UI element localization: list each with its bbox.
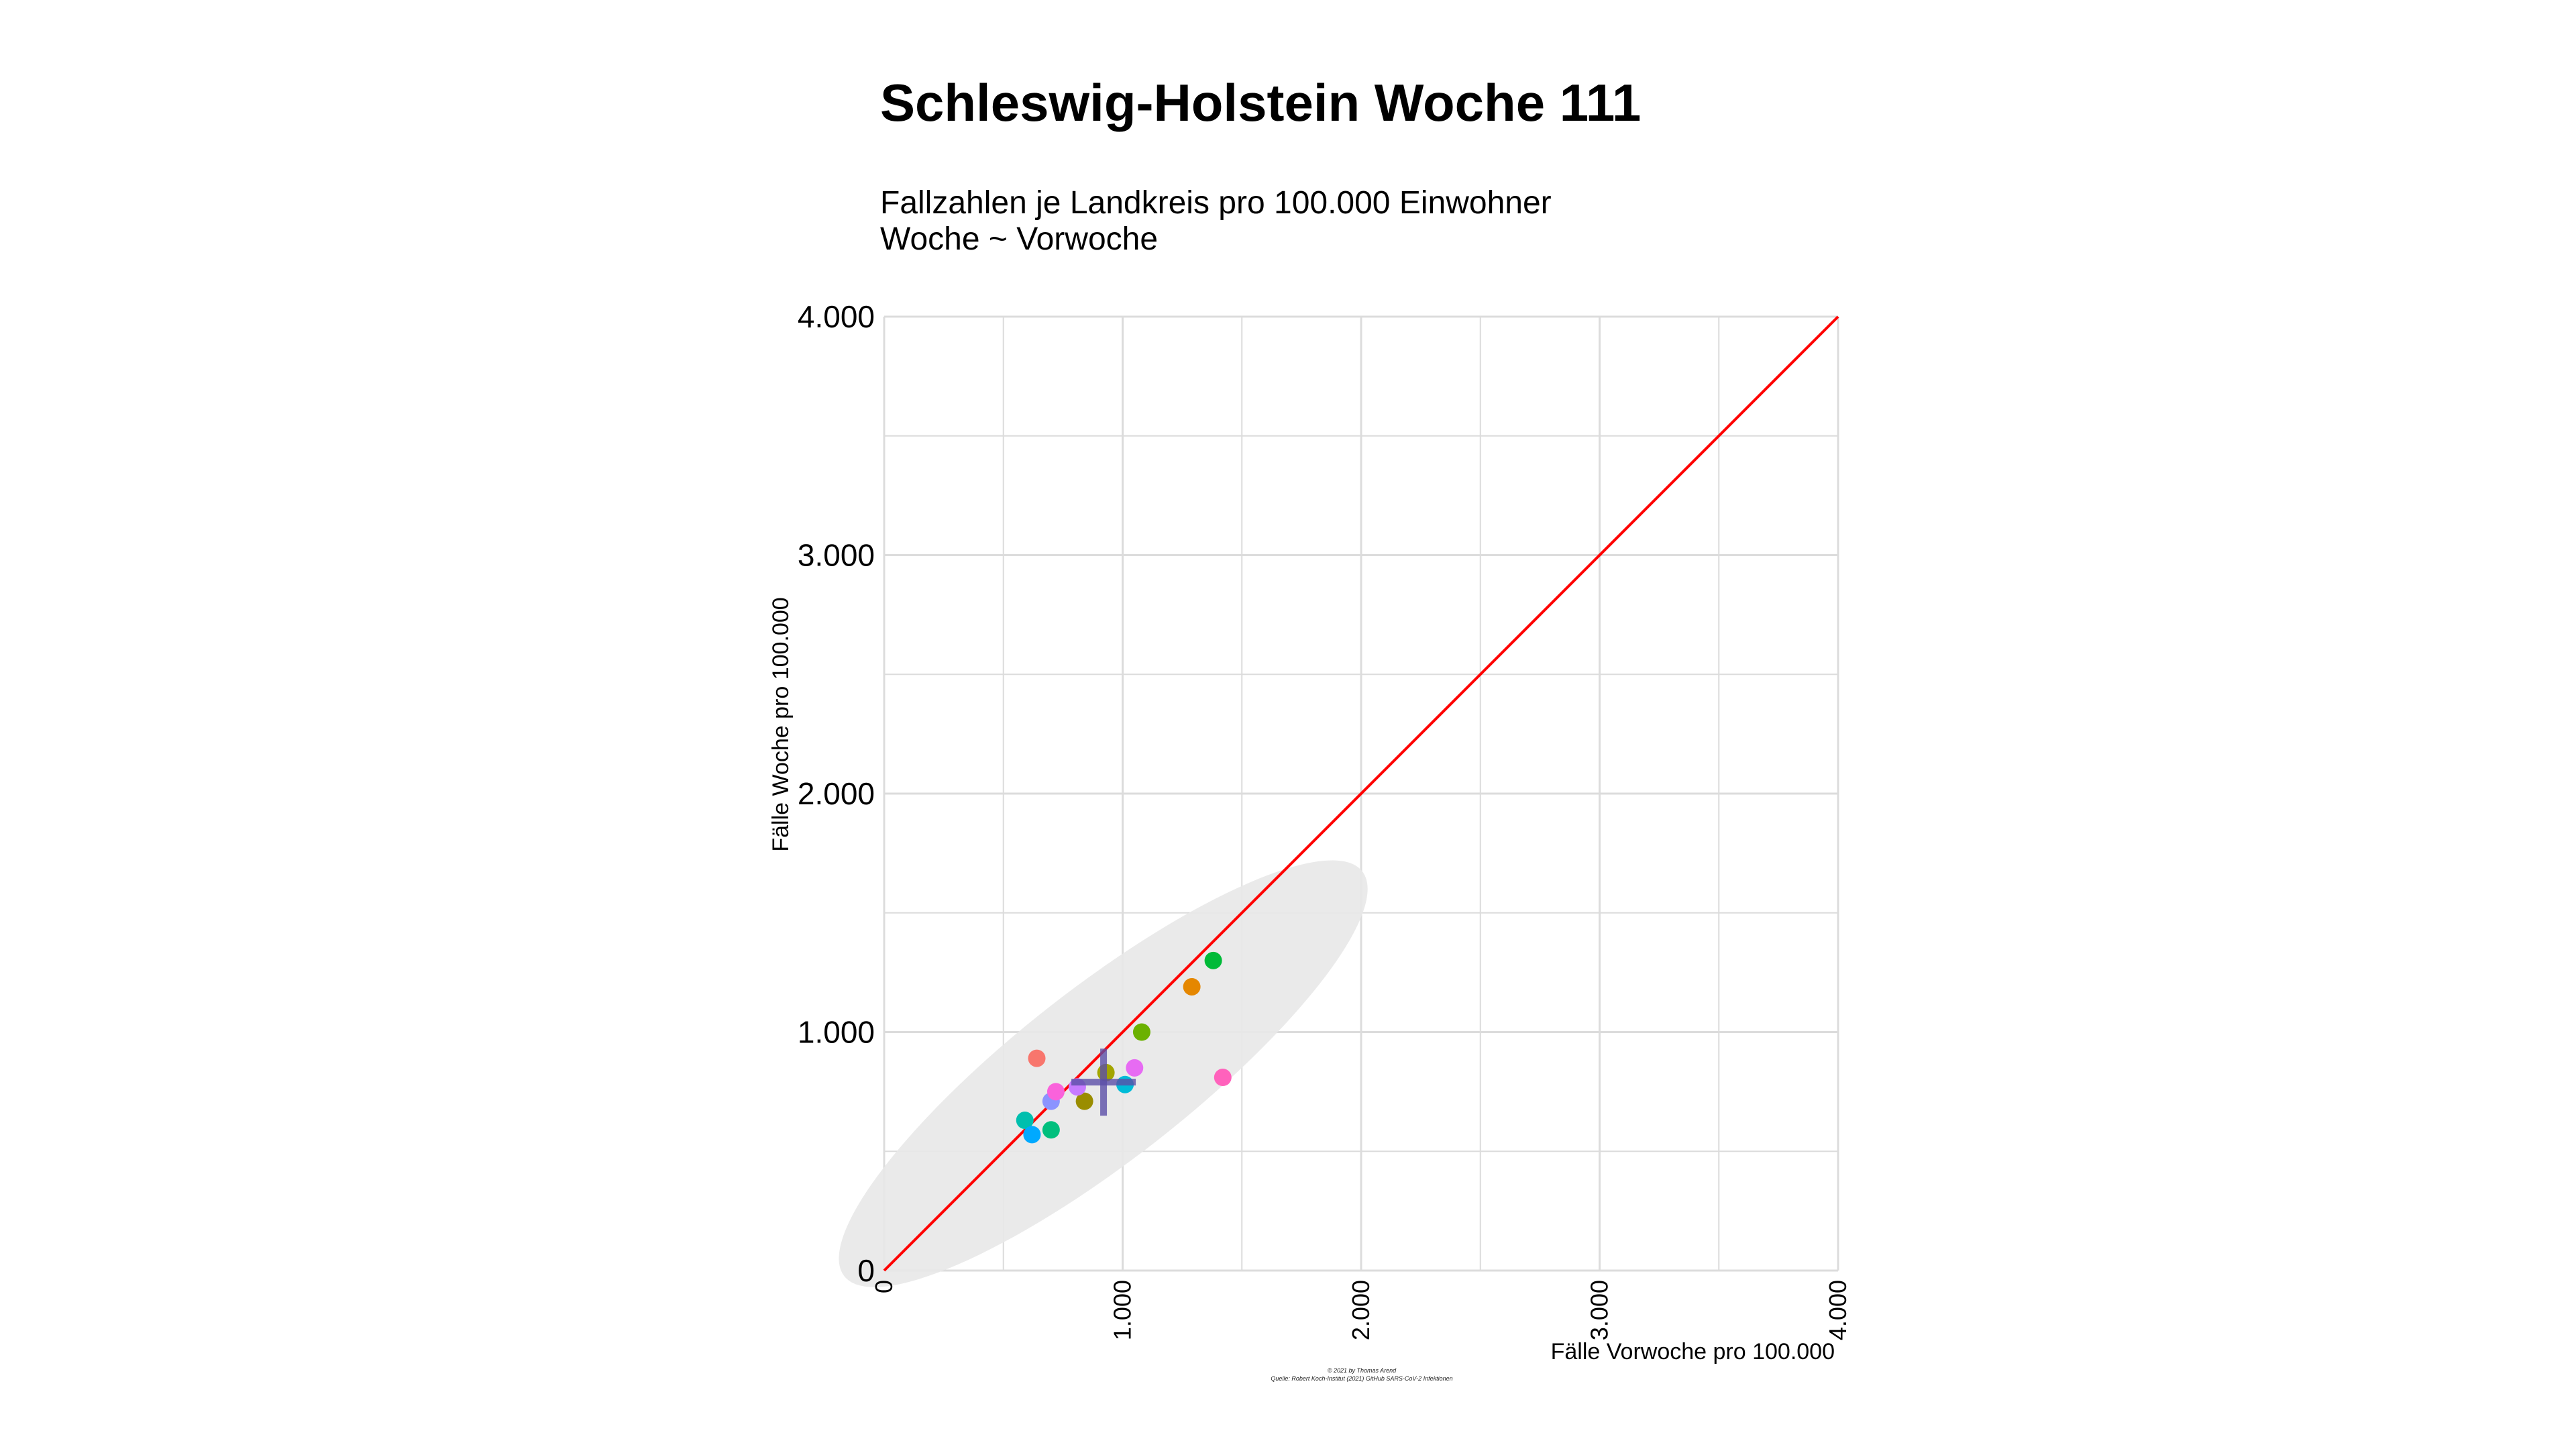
reference-line-layer bbox=[883, 315, 1839, 1272]
data-point bbox=[1132, 1023, 1150, 1041]
chart-subtitle-line-2: Woche ~ Vorwoche bbox=[880, 221, 1158, 257]
data-point bbox=[1023, 1126, 1041, 1144]
chart-subtitle-line-1: Fallzahlen je Landkreis pro 100.000 Einw… bbox=[880, 185, 1552, 221]
data-point bbox=[1204, 951, 1222, 969]
x-tick-label: 0 bbox=[870, 1280, 898, 1293]
data-point bbox=[1183, 977, 1201, 996]
y-tick-label: 1.000 bbox=[798, 1015, 875, 1050]
x-tick-label: 1.000 bbox=[1109, 1280, 1136, 1340]
x-tick-label: 2.000 bbox=[1347, 1280, 1375, 1340]
x-axis-label: Fälle Vorwoche pro 100.000 bbox=[1551, 1339, 1835, 1364]
mean-cross-layer bbox=[1071, 1049, 1136, 1116]
caption-source: Quelle: Robert Koch-Institut (2021) GitH… bbox=[1271, 1375, 1452, 1382]
y-tick-label: 0 bbox=[857, 1253, 875, 1288]
x-axis-ticks: 0 1.000 2.000 3.000 4.000 bbox=[870, 1280, 1851, 1340]
caption-copyright: © 2021 by Thomas Arend bbox=[1328, 1367, 1397, 1374]
data-point bbox=[1028, 1049, 1046, 1067]
x-tick-label: 4.000 bbox=[1824, 1280, 1851, 1340]
y-axis-label: Fälle Woche pro 100.000 bbox=[768, 597, 794, 851]
y-tick-label: 3.000 bbox=[798, 538, 875, 573]
data-point bbox=[1016, 1112, 1034, 1130]
x-tick-label: 3.000 bbox=[1586, 1280, 1613, 1340]
y-tick-label: 4.000 bbox=[798, 299, 875, 334]
chart-title: Schleswig-Holstein Woche 111 bbox=[880, 73, 1641, 132]
reference-line bbox=[883, 315, 1839, 1272]
data-point bbox=[1126, 1059, 1144, 1077]
data-point bbox=[1214, 1069, 1232, 1087]
y-tick-label: 2.000 bbox=[798, 776, 875, 811]
y-axis-ticks: 0 1.000 2.000 3.000 4.000 bbox=[798, 299, 875, 1288]
data-point bbox=[1075, 1092, 1093, 1110]
data-point bbox=[1042, 1121, 1060, 1139]
data-point bbox=[1046, 1083, 1065, 1101]
